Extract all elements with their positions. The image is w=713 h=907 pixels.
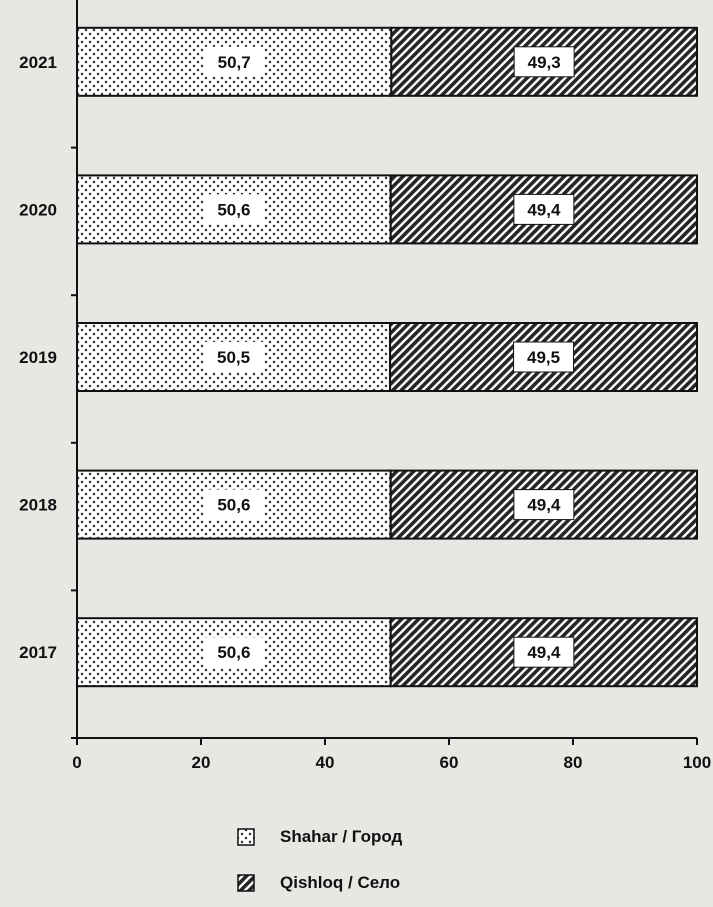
x-tick-label: 80 bbox=[564, 753, 583, 772]
legend-swatch-qishloq bbox=[237, 874, 255, 892]
data-label-box bbox=[203, 489, 264, 520]
legend-swatch-shahar bbox=[237, 828, 255, 846]
data-label: 50,6 bbox=[217, 643, 250, 662]
data-label-box bbox=[513, 46, 575, 78]
y-category-label: 2019 bbox=[19, 348, 57, 367]
y-category-label: 2018 bbox=[19, 496, 57, 515]
data-label-box bbox=[204, 46, 265, 77]
plot-area: 0 20 40 60 80 100 2021 50,7 49,3 2020 50,6 49,4 2019… bbox=[19, 0, 711, 772]
data-label: 50,7 bbox=[218, 53, 251, 72]
x-tick-label: 100 bbox=[683, 753, 711, 772]
y-category-label: 2020 bbox=[19, 200, 57, 219]
x-tick-label: 0 bbox=[72, 753, 81, 772]
y-category-label: 2021 bbox=[19, 53, 57, 72]
x-tick-label: 60 bbox=[440, 753, 459, 772]
data-label: 50,6 bbox=[217, 200, 250, 219]
data-label: 49,5 bbox=[527, 348, 560, 367]
data-label-box bbox=[203, 194, 264, 225]
data-label: 49,3 bbox=[528, 53, 561, 72]
data-label-box bbox=[203, 637, 264, 668]
legend: Shahar / Город Qishloq / Село bbox=[237, 827, 403, 892]
data-label-box bbox=[513, 341, 575, 373]
data-label-box bbox=[203, 342, 264, 372]
data-label-box bbox=[513, 636, 575, 668]
data-label-box bbox=[513, 489, 575, 521]
x-tick-label: 40 bbox=[316, 753, 335, 772]
data-label: 49,4 bbox=[527, 200, 561, 219]
data-label: 50,6 bbox=[217, 496, 250, 515]
y-category-label: 2017 bbox=[19, 643, 57, 662]
data-label: 49,4 bbox=[527, 496, 561, 515]
legend-label: Shahar / Город bbox=[280, 827, 403, 846]
legend-label: Qishloq / Село bbox=[280, 873, 400, 892]
data-label-box bbox=[513, 193, 575, 225]
data-label: 50,5 bbox=[217, 348, 250, 367]
x-tick-label: 20 bbox=[192, 753, 211, 772]
data-label: 49,4 bbox=[527, 643, 561, 662]
